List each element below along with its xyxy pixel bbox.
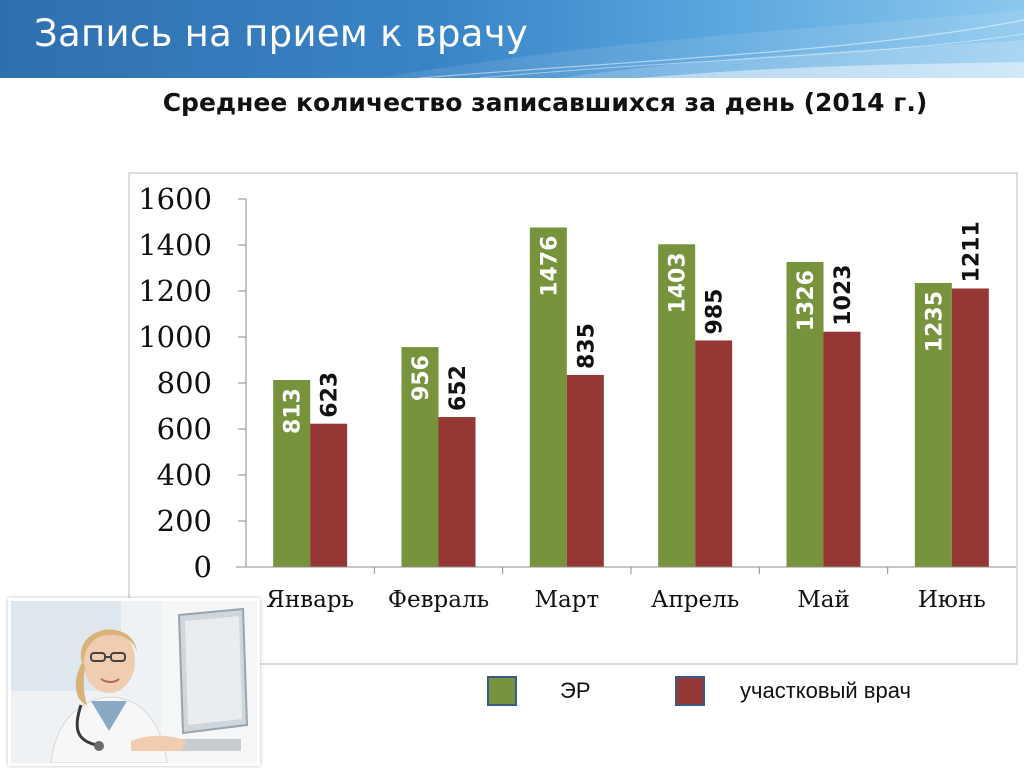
x-tick-label: Июнь <box>918 587 986 613</box>
header-wave-decoration <box>380 10 1024 78</box>
legend-label-district-doctor: участковый врач <box>740 678 911 703</box>
bar-district-doctor <box>823 331 861 567</box>
legend-swatch-er <box>487 676 517 706</box>
y-tick-label: 0 <box>194 550 212 584</box>
bar-er <box>529 227 567 567</box>
legend-swatch-district-doctor <box>675 676 705 706</box>
bar-district-doctor <box>951 288 989 567</box>
data-label: 985 <box>703 289 728 335</box>
data-label: 956 <box>409 355 434 401</box>
y-tick-label: 1400 <box>138 228 212 262</box>
x-tick-label: Март <box>534 587 599 613</box>
y-tick-label: 1200 <box>138 274 212 308</box>
data-label: 1235 <box>922 291 947 352</box>
y-tick-label: 1000 <box>138 320 212 354</box>
bar-district-doctor <box>566 374 604 567</box>
doctor-at-computer-photo <box>8 598 260 766</box>
chart-title: Среднее количество записавшихся за день … <box>162 88 928 117</box>
y-tick-label: 400 <box>157 458 212 492</box>
y-tick-label: 1600 <box>138 182 212 216</box>
data-label: 1403 <box>666 252 691 313</box>
y-tick-label: 800 <box>157 366 212 400</box>
bar-district-doctor <box>695 340 733 567</box>
data-label: 623 <box>318 372 343 418</box>
bar-er <box>273 380 311 567</box>
data-label: 1211 <box>959 221 984 282</box>
slide-header: Запись на прием к врачу <box>0 0 1024 78</box>
bar-er <box>786 262 824 567</box>
x-tick-label: Январь <box>266 587 354 613</box>
x-tick-label: Май <box>797 587 850 613</box>
bar-er <box>401 347 439 567</box>
data-label: 652 <box>446 365 471 411</box>
page-title: Запись на прием к врачу <box>34 12 529 55</box>
bar-district-doctor <box>438 417 476 567</box>
data-label: 835 <box>574 323 599 369</box>
legend-label-er: ЭР <box>560 678 591 703</box>
bar-er <box>914 282 952 567</box>
x-tick-label: Апрель <box>651 587 739 613</box>
bar-district-doctor <box>310 423 348 567</box>
data-label: 1326 <box>794 270 819 331</box>
data-label: 1023 <box>831 264 856 325</box>
data-label: 813 <box>281 388 306 434</box>
x-tick-label: Февраль <box>388 587 489 613</box>
data-label: 1476 <box>537 236 562 297</box>
y-tick-label: 600 <box>157 412 212 446</box>
y-tick-label: 200 <box>157 504 212 538</box>
bar-er <box>658 244 696 567</box>
